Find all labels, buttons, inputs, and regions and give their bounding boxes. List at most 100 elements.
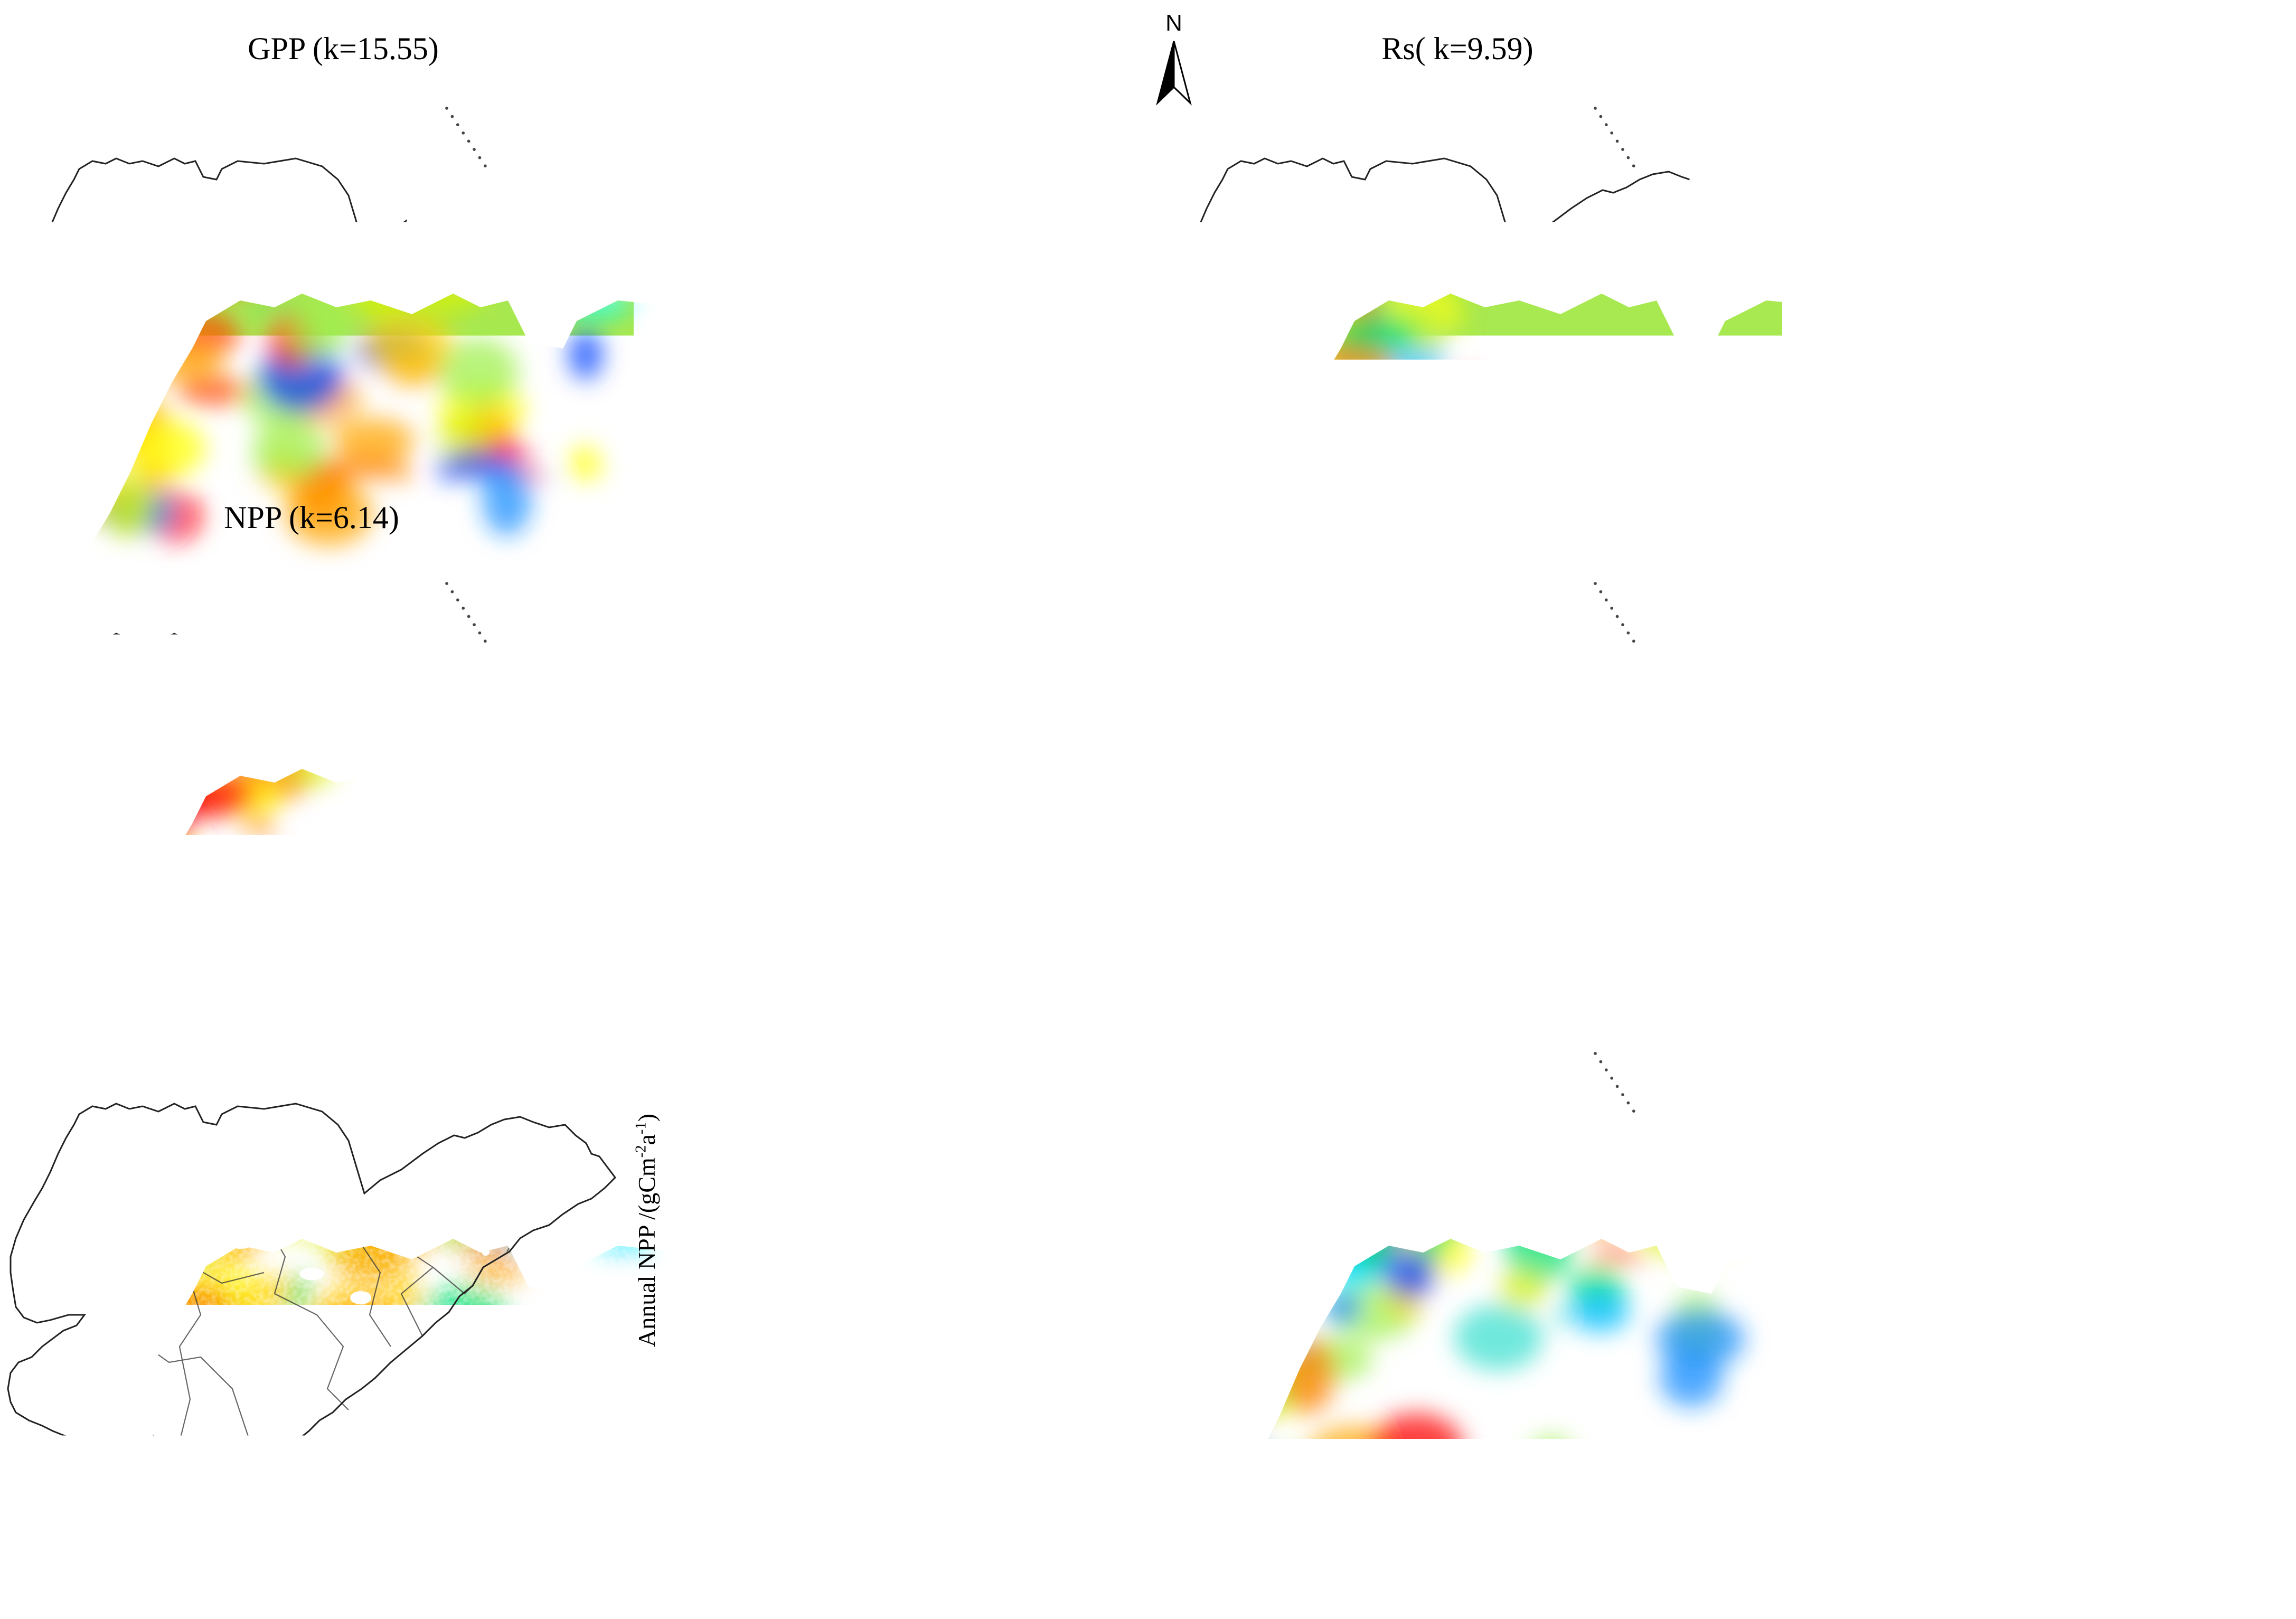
map-blotch: [1617, 149, 1687, 191]
map-blotch: [0, 726, 35, 781]
x-tick-label: 2010: [2053, 923, 2099, 949]
map-blotch: [1258, 112, 1347, 163]
map-blotch: [1487, 85, 1558, 155]
map-gap: [404, 317, 428, 333]
map-speckle: [1149, 549, 1782, 1003]
map-blotch: [359, 1081, 416, 1120]
map-blotch: [0, 117, 42, 191]
map-gap: [1658, 1181, 1670, 1190]
map-blotch: [1566, 1157, 1634, 1232]
map-gap: [410, 695, 432, 706]
map-blotch: [58, 1047, 132, 1108]
x-tick-label: 2020: [1099, 466, 1145, 492]
map-blotch: [0, 688, 50, 763]
x-axis-label: year: [916, 1441, 969, 1475]
map-raster: [0, 995, 657, 1497]
x-tick-label: 2010: [2055, 1382, 2102, 1408]
county-boundary: [507, 1178, 576, 1251]
map-blotch: [9, 191, 75, 246]
map-gap: [1289, 303, 1303, 308]
map-blotch: [1209, 1078, 1254, 1143]
map-blotch: [511, 532, 594, 588]
map-blotch: [0, 1181, 23, 1212]
map-blotch: [125, 1124, 217, 1160]
map-gap: [360, 1326, 371, 1332]
map-blotch: [1165, 1367, 1259, 1404]
island-dot: [1621, 623, 1624, 626]
map-blotch: [55, 364, 115, 434]
island-dot: [445, 1052, 448, 1055]
map-blotch: [99, 1165, 143, 1203]
map-title: Rs( k=9.59): [1381, 31, 1533, 66]
x-tick-label: 2020: [1102, 1398, 1148, 1424]
map-blotch: [76, 232, 131, 287]
map-gap: [1688, 1352, 1707, 1368]
map-blotch: [307, 142, 346, 193]
map-blotch: [58, 1241, 123, 1304]
map-blotch: [1130, 120, 1173, 148]
map-blotch: [249, 1190, 281, 1237]
map-blotch: [1545, 1088, 1588, 1161]
island-dot: [451, 115, 454, 118]
scale-bar: 0 100 km: [150, 1524, 380, 1579]
map-blotch: [250, 552, 290, 582]
map-blotch: [1304, 214, 1345, 246]
map-blotch: [22, 801, 57, 841]
map-blotch: [22, 1382, 102, 1435]
map-blotch: [1209, 1449, 1256, 1476]
map-blotch: [106, 80, 200, 153]
y-tick-label: 1100: [1842, 594, 1887, 620]
map-blotch: [464, 169, 554, 234]
map-blotch: [1231, 167, 1273, 227]
map-gap: [497, 1225, 515, 1230]
island-dot: [467, 140, 471, 143]
island-dot: [456, 598, 459, 601]
map-raster-scaled: [1113, 989, 1800, 1492]
island-dot: [1610, 607, 1613, 610]
map-blotch: [1311, 124, 1394, 173]
map-blotch: [0, 1033, 24, 1068]
map-title: GPP (k=15.55): [248, 31, 439, 66]
map-blotch: [554, 130, 620, 157]
map-gap: [330, 222, 337, 228]
map-blotch: [1141, 949, 1207, 998]
map-blotch: [312, 585, 383, 613]
map-blotch: [1547, 1016, 1601, 1086]
map-blotch: [527, 69, 605, 118]
map-blotch: [1233, 1110, 1283, 1168]
y-tick-label: 550: [1852, 392, 1887, 418]
map-blotch: [1700, 1036, 1792, 1101]
island-dot: [1616, 140, 1619, 143]
map-blotch: [1545, 202, 1607, 262]
map-gap: [230, 929, 255, 945]
map-blotch: [580, 1107, 623, 1154]
map-blotch: [230, 192, 280, 256]
map-blotch: [1165, 408, 1198, 444]
island-dot: [1605, 1068, 1608, 1071]
county-boundary: [507, 708, 576, 782]
y-tick-label: 650: [1852, 347, 1887, 373]
map-blotch: [159, 739, 220, 773]
map-blotch: [1546, 1065, 1604, 1128]
map-blotch: [237, 92, 301, 147]
island-dot: [451, 1060, 454, 1063]
map-gap: [1562, 797, 1580, 802]
map-blotch: [1130, 1422, 1174, 1490]
map-blotch: [31, 1357, 111, 1400]
map-gap: [217, 1394, 229, 1401]
map-blotch: [1202, 704, 1244, 748]
map-gap: [203, 204, 213, 211]
county-boundary: [137, 1112, 174, 1304]
map-blotch: [1190, 1125, 1277, 1165]
map-blotch: [0, 783, 54, 849]
y-axis-label: Annual NPP /(gCm-2​a-1​): [633, 1114, 660, 1347]
map-blotch: [1660, 1048, 1751, 1125]
map-blotch: [1295, 580, 1341, 636]
map-gap: [202, 409, 224, 417]
map-blotch: [268, 80, 299, 157]
chart-rs: 450550650750850950105011502001 2010 2020An…: [1778, 123, 2289, 492]
map-blotch: [158, 159, 224, 227]
map-blotch: [330, 611, 381, 681]
map-blotch: [1362, 139, 1414, 209]
map-blotch: [1619, 622, 1690, 666]
